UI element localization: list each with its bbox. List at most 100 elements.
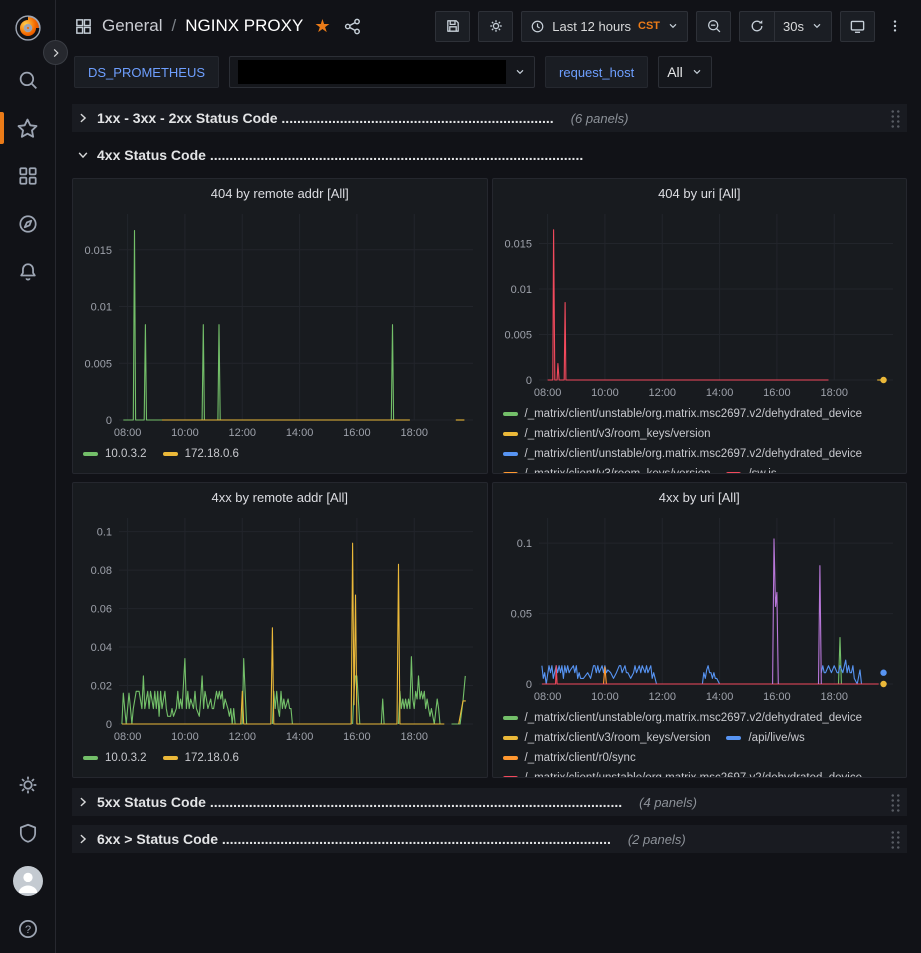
- legend-item[interactable]: /api/live/ws: [726, 732, 805, 744]
- legend-item[interactable]: /sw.js: [726, 468, 777, 473]
- sidebar-item-explore[interactable]: [0, 200, 56, 248]
- timeseries-plot[interactable]: 08:00 10:00 12:00 14:00 16:00 18:00 0 0.05 0.1: [493, 512, 907, 709]
- sidebar-item-dashboards[interactable]: [0, 152, 56, 200]
- legend-row: /_matrix/client/unstable/org.matrix.msc2…: [502, 772, 897, 777]
- legend-label: /api/live/ws: [748, 732, 805, 744]
- user-avatar: [12, 866, 43, 896]
- svg-text:16:00: 16:00: [763, 387, 791, 399]
- variable-label-request-host[interactable]: request_host: [545, 56, 649, 88]
- row-panel-count: (2 panels): [627, 831, 686, 847]
- sidebar-item-server-admin[interactable]: [0, 809, 56, 857]
- legend-item[interactable]: /_matrix/client/r0/sync: [502, 752, 636, 764]
- panel-legend: /_matrix/client/unstable/org.matrix.msc2…: [493, 709, 907, 777]
- svg-text:10:00: 10:00: [591, 691, 619, 703]
- row-title: 1xx - 3xx - 2xx Status Code ............…: [97, 110, 554, 126]
- breadcrumb-separator: /: [171, 16, 177, 35]
- row-drag-handle[interactable]: [890, 108, 901, 128]
- legend-row: /_matrix/client/v3/room_keys/version/api…: [502, 732, 897, 744]
- refresh-button[interactable]: [739, 10, 775, 42]
- svg-text:0: 0: [106, 415, 112, 427]
- variable-value-request-host[interactable]: All: [658, 56, 712, 88]
- sidebar-item-starred[interactable]: [0, 104, 56, 152]
- time-range-picker[interactable]: Last 12 hours CST: [521, 10, 689, 42]
- row-drag-handle[interactable]: [890, 792, 901, 812]
- svg-text:0.01: 0.01: [91, 302, 112, 314]
- share-button[interactable]: [343, 17, 362, 36]
- tv-monitor-icon: [850, 20, 865, 33]
- panel-title[interactable]: 4xx by uri [All]: [658, 490, 740, 505]
- apps-grid-icon: [76, 18, 91, 34]
- legend-row: /_matrix/client/v3/room_keys/version: [502, 428, 897, 440]
- legend-label: /_matrix/client/unstable/org.matrix.msc2…: [524, 408, 863, 420]
- variable-label-ds-prometheus[interactable]: DS_PROMETHEUS: [74, 56, 220, 88]
- svg-text:14:00: 14:00: [705, 387, 733, 399]
- sidebar-item-configuration[interactable]: [0, 761, 56, 809]
- row-header-1xx-3xx-2xx[interactable]: 1xx - 3xx - 2xx Status Code ............…: [72, 104, 907, 132]
- row-drag-handle[interactable]: [890, 829, 901, 849]
- panel-404-by-uri: 404 by uri [All] 08:00 10:00 12:00 14:00 16:…: [491, 178, 907, 474]
- panel-title[interactable]: 404 by uri [All]: [658, 186, 741, 201]
- dashboard-menu-button[interactable]: [883, 11, 907, 42]
- svg-text:?: ?: [24, 924, 30, 936]
- legend-item[interactable]: 172.18.0.6: [162, 448, 239, 460]
- timeseries-plot[interactable]: 08:00 10:00 12:00 14:00 16:00 18:00 0 0.005 0.01…: [73, 208, 487, 445]
- row-header-6xx[interactable]: 6xx > Status Code ......................…: [72, 825, 907, 853]
- legend-swatch: [502, 716, 518, 720]
- sidebar-item-search[interactable]: [0, 56, 56, 104]
- legend-item[interactable]: /_matrix/client/v3/room_keys/version: [502, 428, 710, 440]
- refresh-interval-label: 30s: [783, 18, 804, 34]
- compass-icon: [18, 215, 37, 233]
- sidebar-expand-button[interactable]: [43, 40, 68, 65]
- legend-label: 10.0.3.2: [105, 752, 147, 764]
- row-panel-count: (4 panels): [639, 794, 697, 810]
- dashboard-canvas: 1xx - 3xx - 2xx Status Code ............…: [56, 92, 921, 953]
- grafana-logo-icon: [14, 15, 41, 41]
- legend-item[interactable]: /_matrix/client/v3/room_keys/version: [502, 732, 710, 744]
- favorite-star-icon[interactable]: ★: [314, 15, 331, 36]
- help-circle-icon: ?: [18, 919, 37, 939]
- sidebar-item-profile[interactable]: [0, 857, 56, 905]
- legend-swatch: [83, 452, 98, 456]
- timeseries-plot[interactable]: 08:00 10:00 12:00 14:00 16:00 18:00 0 0.005 0.01…: [493, 208, 907, 405]
- gear-icon: [19, 776, 36, 794]
- legend-item[interactable]: /_matrix/client/unstable/org.matrix.msc2…: [502, 772, 862, 777]
- legend-label: /_matrix/client/r0/sync: [524, 752, 636, 764]
- legend-item[interactable]: /_matrix/client/v3/room_keys/version: [502, 468, 710, 473]
- dashboard-toolbar: General / NGINX PROXY ★: [56, 0, 921, 52]
- svg-text:0.015: 0.015: [504, 238, 532, 250]
- nav-sidebar: ?: [0, 0, 68, 953]
- timeseries-plot[interactable]: 08:00 10:00 12:00 14:00 16:00 18:00 0 0.02 0.04 0…: [73, 512, 487, 749]
- row-header-5xx[interactable]: 5xx Status Code ........................…: [72, 788, 907, 816]
- refresh-interval-dropdown[interactable]: 30s: [774, 10, 832, 42]
- svg-text:08:00: 08:00: [533, 387, 561, 399]
- chevron-right-icon: [76, 111, 90, 125]
- sidebar-item-alerting[interactable]: [0, 248, 56, 296]
- chevron-right-icon: [76, 832, 90, 846]
- row-header-4xx[interactable]: 4xx Status Code ........................…: [72, 141, 907, 169]
- legend-item[interactable]: /_matrix/client/unstable/org.matrix.msc2…: [502, 408, 863, 420]
- dashboard-settings-button[interactable]: [478, 10, 514, 42]
- panel-title[interactable]: 4xx by remote addr [All]: [211, 490, 349, 505]
- legend-item[interactable]: /_matrix/client/unstable/org.matrix.msc2…: [502, 712, 862, 724]
- legend-swatch: [502, 776, 518, 777]
- legend-item[interactable]: 172.18.0.6: [162, 752, 239, 764]
- sidebar-item-help[interactable]: ?: [0, 905, 56, 953]
- legend-item[interactable]: /_matrix/client/unstable/org.matrix.msc2…: [502, 448, 862, 460]
- variable-value-ds-prometheus[interactable]: [229, 56, 536, 88]
- svg-text:0.015: 0.015: [84, 245, 112, 257]
- grafana-logo[interactable]: [0, 0, 56, 56]
- legend-item[interactable]: 10.0.3.2: [83, 448, 147, 460]
- breadcrumb-folder[interactable]: General: [102, 16, 163, 35]
- legend-row: /_matrix/client/unstable/org.matrix.msc2…: [502, 408, 897, 420]
- legend-swatch: [502, 412, 518, 416]
- panel-title[interactable]: 404 by remote addr [All]: [210, 186, 349, 201]
- cycle-view-mode-button[interactable]: [840, 10, 875, 42]
- legend-label: 172.18.0.6: [184, 752, 239, 764]
- row-panel-count: (6 panels): [570, 110, 629, 126]
- person-icon: [18, 872, 37, 893]
- zoom-out-time-button[interactable]: [696, 10, 732, 42]
- save-dashboard-button[interactable]: [435, 10, 471, 42]
- legend-swatch: [502, 736, 518, 740]
- legend-item[interactable]: 10.0.3.2: [83, 752, 147, 764]
